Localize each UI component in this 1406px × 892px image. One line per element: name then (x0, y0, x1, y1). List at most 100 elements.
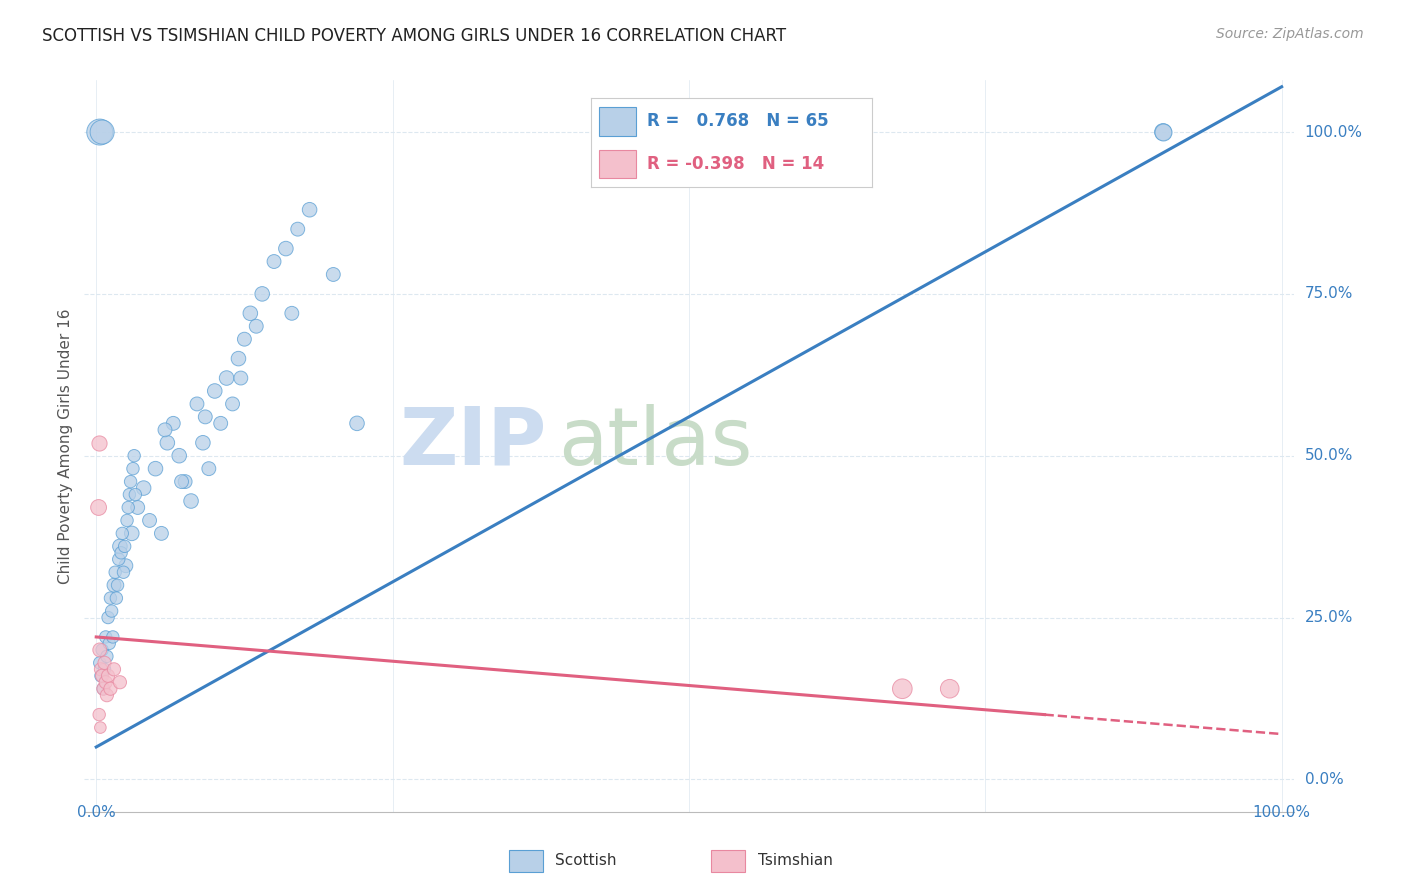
Point (91, 125, 114, 139)
Point (938, 681, 960, 696)
Point (156, 435, 179, 450)
Point (98, 636, 121, 650)
Point (91, 669, 114, 683)
Point (89, 125, 111, 139)
Text: SCOTTISH VS TSIMSHIAN CHILD POVERTY AMONG GIRLS UNDER 16 CORRELATION CHART: SCOTTISH VS TSIMSHIAN CHILD POVERTY AMON… (42, 27, 786, 45)
Point (96, 688, 118, 702)
Point (1152, 125, 1174, 139)
Point (87, 435, 110, 450)
Text: 100.0%: 100.0% (1253, 805, 1310, 821)
Point (93, 656, 115, 670)
Point (250, 286, 273, 301)
Point (89, 707, 111, 722)
Point (97, 669, 120, 683)
Point (89, 643, 111, 657)
Text: Tsimshian: Tsimshian (758, 854, 832, 868)
Point (153, 423, 176, 437)
Point (274, 242, 297, 256)
Point (114, 539, 136, 553)
Point (132, 481, 155, 495)
Point (94, 630, 117, 644)
Point (281, 306, 304, 320)
Point (215, 371, 238, 385)
Point (112, 566, 135, 580)
Point (263, 254, 285, 268)
Point (1152, 125, 1174, 139)
Point (124, 487, 146, 501)
Text: 75.0%: 75.0% (1305, 286, 1353, 301)
Point (120, 475, 142, 489)
Point (107, 578, 129, 592)
Point (191, 435, 214, 450)
Point (100, 604, 122, 618)
Point (121, 526, 143, 541)
Point (117, 500, 139, 515)
Point (127, 500, 149, 515)
Point (94, 675, 117, 690)
Point (186, 397, 208, 411)
Point (89, 656, 111, 670)
Point (233, 332, 256, 346)
Point (104, 566, 127, 580)
Point (322, 268, 344, 282)
Text: atlas: atlas (558, 404, 754, 482)
Point (298, 202, 321, 217)
Point (97, 610, 120, 624)
Point (115, 558, 138, 573)
Point (209, 417, 232, 431)
Point (89, 721, 111, 735)
Text: ZIP: ZIP (399, 404, 547, 482)
Point (170, 475, 193, 489)
Point (198, 461, 221, 475)
Point (108, 675, 131, 690)
Text: 25.0%: 25.0% (1305, 610, 1353, 625)
Point (194, 409, 217, 424)
Point (110, 546, 132, 560)
Point (103, 662, 125, 676)
Text: 0.0%: 0.0% (1305, 772, 1343, 787)
Text: 100.0%: 100.0% (1305, 125, 1362, 139)
Text: R =   0.768   N = 65: R = 0.768 N = 65 (647, 112, 828, 130)
Point (90, 662, 112, 676)
Point (346, 417, 368, 431)
Y-axis label: Child Poverty Among Girls Under 16: Child Poverty Among Girls Under 16 (58, 309, 73, 583)
Text: 50.0%: 50.0% (1305, 448, 1353, 463)
Point (204, 384, 226, 398)
Point (229, 371, 252, 385)
Point (118, 487, 141, 501)
Point (138, 513, 160, 527)
Point (90, 669, 112, 683)
Point (111, 526, 134, 541)
Text: Source: ZipAtlas.com: Source: ZipAtlas.com (1216, 27, 1364, 41)
Point (122, 449, 145, 463)
Point (91, 681, 114, 696)
Text: R = -0.398   N = 14: R = -0.398 N = 14 (647, 155, 824, 173)
Point (287, 222, 309, 236)
Point (221, 397, 243, 411)
Point (150, 526, 173, 541)
Text: 0.0%: 0.0% (77, 805, 115, 821)
Point (245, 319, 267, 334)
Point (162, 417, 184, 431)
Point (100, 591, 122, 606)
Point (91, 643, 114, 657)
Point (91, 681, 114, 696)
Bar (711, 849, 745, 872)
Point (145, 461, 167, 475)
Point (93, 662, 115, 676)
Point (103, 578, 125, 592)
Point (115, 513, 138, 527)
Point (228, 351, 250, 366)
Bar (599, 107, 636, 136)
Bar (509, 849, 543, 872)
Point (167, 449, 190, 463)
Point (122, 461, 145, 475)
Point (100, 681, 122, 696)
Point (107, 552, 129, 566)
Point (87, 500, 110, 515)
Point (174, 475, 197, 489)
Bar (599, 150, 636, 178)
Point (891, 681, 914, 696)
Point (96, 649, 118, 664)
Point (108, 539, 131, 553)
